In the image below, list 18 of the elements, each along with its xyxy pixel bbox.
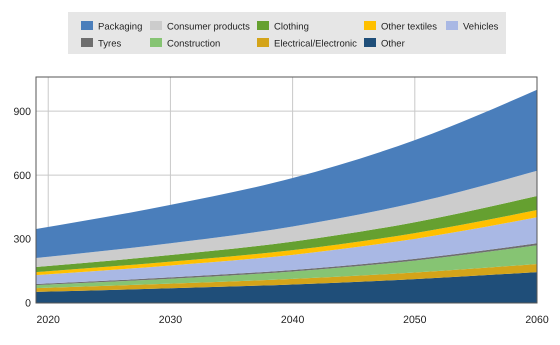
legend-label: Packaging bbox=[98, 22, 142, 32]
legend-label: Vehicles bbox=[463, 22, 499, 32]
legend-label: Construction bbox=[167, 38, 220, 50]
y-tick-label: 900 bbox=[13, 106, 32, 118]
x-tick-label: 2020 bbox=[36, 314, 60, 326]
legend-label: Electrical/Electronic bbox=[274, 38, 358, 50]
y-tick-label: 600 bbox=[13, 170, 32, 182]
legend-label: Other bbox=[381, 38, 405, 50]
x-tick-label: 2030 bbox=[158, 314, 182, 326]
legend-label: Other textiles bbox=[381, 22, 438, 32]
legend-label: Tyres bbox=[98, 38, 122, 50]
y-tick-label: 0 bbox=[25, 298, 32, 310]
legend-label: Consumer products bbox=[167, 22, 250, 32]
y-tick-label: 300 bbox=[13, 234, 32, 246]
x-tick-label: 2050 bbox=[403, 314, 427, 326]
x-tick-label: 2040 bbox=[280, 314, 304, 326]
x-tick-label: 2060 bbox=[525, 314, 549, 326]
legend-label: Clothing bbox=[274, 22, 309, 32]
